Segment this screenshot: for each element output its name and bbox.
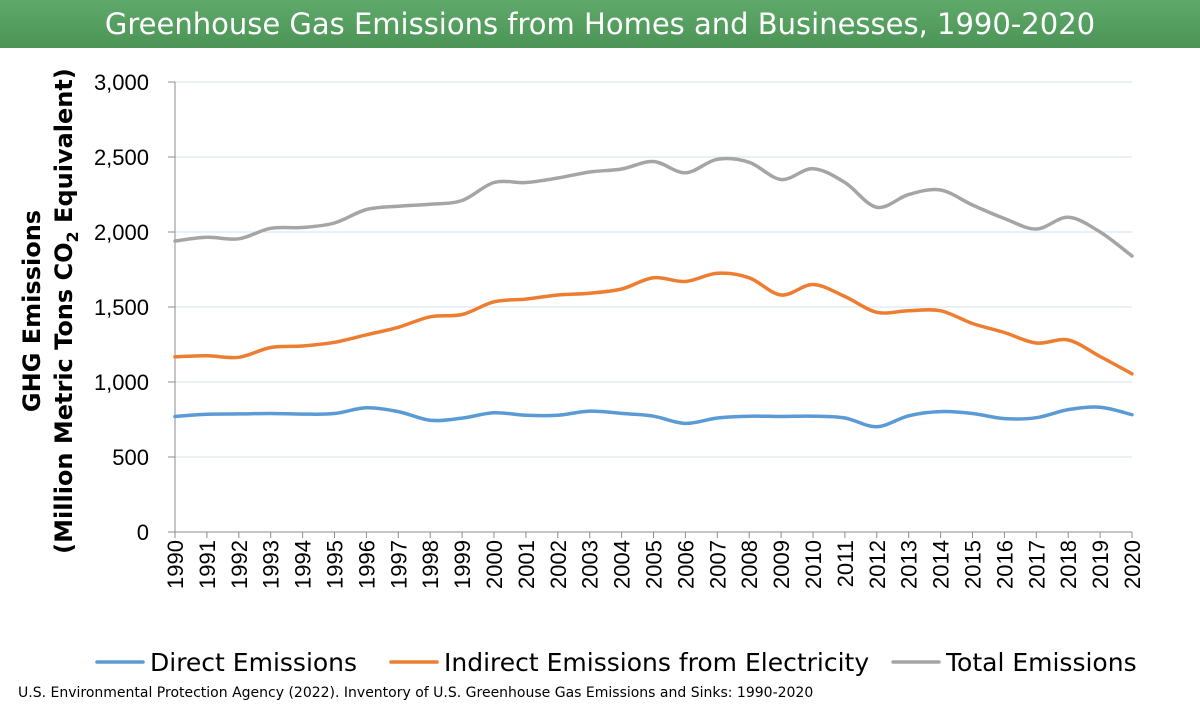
x-tick-label: 1991 — [195, 540, 220, 589]
legend-label-3: Total Emissions — [945, 648, 1137, 677]
gridlines — [175, 81, 1132, 458]
y-tick-label: 1,500 — [94, 295, 149, 320]
x-tick-label: 2018 — [1056, 540, 1081, 589]
y-tick-label: 500 — [112, 445, 149, 470]
x-tick-label: 2019 — [1088, 540, 1113, 589]
x-tick-label: 2004 — [610, 540, 635, 589]
y-axis-label-line1: GHG Emissions — [18, 210, 46, 412]
y-axis-label: GHG Emissions (Million Metric Tons CO2 E… — [18, 68, 82, 554]
x-tick-label: 2006 — [673, 540, 698, 589]
x-tick-label: 1995 — [323, 540, 348, 589]
x-tick-label: 2003 — [578, 540, 603, 589]
x-tick-label: 2012 — [865, 540, 890, 589]
y-axis-label-prefix: (Million Metric Tons CO — [50, 242, 78, 553]
legend-label-2: Indirect Emissions from Electricity — [444, 648, 869, 677]
source-note: U.S. Environmental Protection Agency (20… — [18, 685, 814, 701]
x-tick-label: 1992 — [227, 540, 252, 589]
y-tick-label: 1,000 — [94, 370, 149, 395]
y-tick-label: 3,000 — [94, 70, 149, 95]
x-tick-label: 1997 — [386, 540, 411, 589]
x-tick-label: 2002 — [546, 540, 571, 589]
legend: Direct Emissions Indirect Emissions from … — [95, 648, 1137, 677]
x-tick-label: 2015 — [961, 540, 986, 589]
x-tick-label: 2017 — [1024, 540, 1049, 589]
x-tick-label: 2008 — [737, 540, 762, 589]
legend-label-1: Direct Emissions — [150, 648, 357, 677]
series-lines — [173, 156, 1134, 429]
x-tick-label: 2013 — [897, 540, 922, 589]
y-axis-label-line2: (Million Metric Tons CO2 Equivalent) — [50, 68, 82, 554]
x-tick-label: 1996 — [354, 540, 379, 589]
x-tick-label: 2007 — [705, 540, 730, 589]
x-tick-label: 2020 — [1120, 540, 1145, 589]
x-tick-label: 1998 — [418, 540, 443, 589]
x-tick-label: 2014 — [929, 540, 954, 589]
y-tick-labels: 0 500 1,000 1,500 2,000 2,500 3,000 — [94, 70, 149, 545]
axes — [168, 81, 1133, 538]
x-tick-label: 2005 — [642, 540, 667, 589]
series-line-2 — [173, 271, 1134, 376]
y-axis-label-suffix: Equivalent) — [50, 68, 78, 231]
y-axis-label-subscript: 2 — [63, 231, 82, 242]
x-tick-label: 2000 — [482, 540, 507, 589]
x-tick-label: 1999 — [450, 540, 475, 589]
x-tick-label: 2016 — [992, 540, 1017, 589]
x-tick-label: 1994 — [291, 540, 316, 589]
x-tick-label: 1990 — [163, 540, 188, 589]
chart-title: Greenhouse Gas Emissions from Homes and … — [104, 7, 1096, 41]
x-tick-label: 2009 — [769, 540, 794, 589]
series-line-1 — [173, 405, 1134, 429]
y-tick-label: 2,500 — [94, 145, 149, 170]
x-tick-label: 2001 — [514, 540, 539, 589]
series-line-3 — [173, 156, 1134, 258]
x-tick-label: 2010 — [801, 540, 826, 589]
y-tick-label: 2,000 — [94, 220, 149, 245]
x-tick-label: 1993 — [259, 540, 284, 589]
x-tick-label: 2011 — [833, 540, 858, 587]
title-bar: Greenhouse Gas Emissions from Homes and … — [0, 0, 1200, 48]
y-tick-label: 0 — [137, 520, 149, 545]
x-tick-labels: 1990 1991 1992 1993 1994 1995 1996 1997 1998 1999… — [163, 540, 1145, 589]
